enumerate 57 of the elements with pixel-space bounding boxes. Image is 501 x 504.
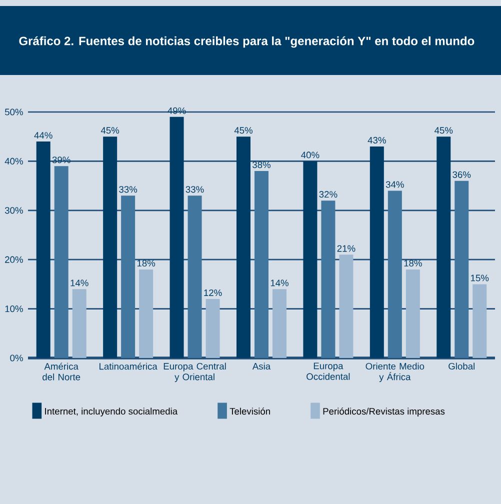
bar (236, 136, 250, 358)
bar (388, 190, 402, 358)
data-label: 44% (34, 132, 52, 139)
bar (370, 146, 384, 358)
data-label: 43% (368, 136, 386, 144)
bar (103, 136, 118, 358)
x-tick-label: Europa Occidental (306, 362, 350, 380)
data-label: 36% (452, 171, 471, 178)
chart-title: Gráfico 2. Fuentes de noticias creibles para la "generación Y" en todo el mundo (19, 36, 474, 48)
bar (436, 136, 451, 358)
data-label: 38% (252, 162, 271, 168)
bar (170, 116, 184, 358)
x-tick-label: Latinoamérica (100, 362, 158, 370)
data-label: 32% (319, 191, 338, 198)
data-label: 45% (100, 127, 120, 134)
bar (72, 289, 86, 358)
data-label: 14% (70, 280, 88, 286)
y-tick-label: 10% (5, 306, 23, 312)
bar (121, 196, 136, 358)
data-label: 40% (301, 152, 320, 158)
bar (54, 166, 68, 358)
data-label: 45% (434, 127, 453, 134)
bar (321, 200, 336, 358)
data-label: 33% (119, 186, 138, 193)
x-tick-label: Global (448, 362, 474, 370)
bar (339, 254, 354, 358)
y-tick-label: 0% (10, 354, 23, 362)
y-tick-label: 30% (4, 207, 23, 214)
bar (303, 161, 318, 358)
data-label: 15% (471, 274, 489, 282)
bar (206, 298, 220, 358)
data-label: 14% (270, 280, 289, 286)
bar (272, 289, 286, 358)
x-tick-label: Asia (252, 362, 271, 370)
bar (406, 269, 420, 358)
bar (472, 284, 487, 358)
legend-label: Televisión (230, 408, 270, 415)
legend-label: Periódicos/Revistas impresas (323, 408, 445, 416)
bar (254, 171, 268, 358)
y-tick-label: 20% (5, 256, 23, 263)
data-label: 45% (234, 127, 252, 134)
data-label: 18% (137, 260, 156, 266)
data-label: 33% (186, 186, 204, 193)
data-label: 12% (204, 289, 222, 296)
y-tick-label: 50% (4, 108, 23, 116)
x-tick-label: Europa Central y Oriental (164, 362, 226, 382)
x-tick-label: América del Norte (42, 362, 80, 380)
data-label: 18% (404, 260, 422, 266)
data-label: 21% (337, 245, 356, 252)
bar (454, 180, 469, 358)
bar (188, 196, 202, 358)
legend-label: Internet, incluyendo socialmedia (45, 408, 178, 416)
y-tick-label: 40% (4, 158, 23, 164)
data-label: 34% (386, 181, 404, 188)
bar (36, 142, 50, 358)
x-tick-label: Oriente Medio y África (366, 362, 424, 382)
bar (139, 269, 154, 358)
